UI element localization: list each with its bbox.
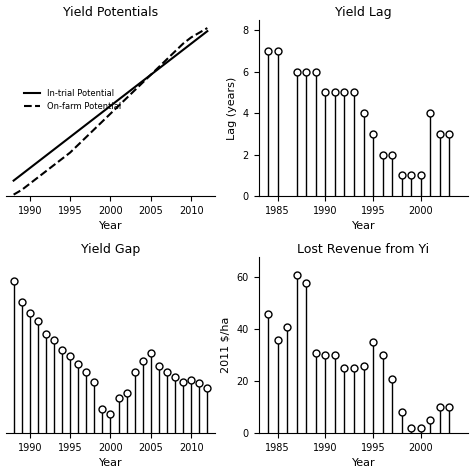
Title: Lost Revenue from Yi: Lost Revenue from Yi: [298, 243, 429, 255]
On-farm Potential: [108, 111, 113, 117]
In-trial Potential: [148, 72, 154, 78]
Legend: In-trial Potential, On-farm Potential: In-trial Potential, On-farm Potential: [20, 86, 125, 115]
In-trial Potential: [132, 84, 137, 90]
On-farm Potential: [188, 35, 194, 40]
In-trial Potential: [156, 66, 162, 72]
In-trial Potential: [124, 91, 129, 96]
In-trial Potential: [91, 116, 97, 121]
On-farm Potential: [140, 80, 146, 85]
On-farm Potential: [27, 181, 33, 187]
On-farm Potential: [172, 48, 178, 54]
In-trial Potential: [164, 59, 170, 65]
In-trial Potential: [100, 109, 105, 115]
On-farm Potential: [35, 174, 41, 180]
On-farm Potential: [116, 103, 121, 109]
X-axis label: Year: Year: [352, 458, 375, 468]
Line: On-farm Potential: On-farm Potential: [14, 28, 207, 195]
Y-axis label: 2011 $/ha: 2011 $/ha: [221, 317, 231, 373]
On-farm Potential: [132, 88, 137, 93]
In-trial Potential: [19, 172, 25, 177]
Title: Yield Gap: Yield Gap: [81, 243, 140, 255]
In-trial Potential: [108, 103, 113, 109]
In-trial Potential: [204, 28, 210, 34]
X-axis label: Year: Year: [352, 221, 375, 231]
On-farm Potential: [196, 30, 202, 36]
On-farm Potential: [19, 187, 25, 193]
In-trial Potential: [188, 41, 194, 46]
X-axis label: Year: Year: [99, 458, 122, 468]
On-farm Potential: [83, 134, 89, 140]
Y-axis label: Lag (years): Lag (years): [227, 76, 237, 139]
In-trial Potential: [83, 122, 89, 128]
In-trial Potential: [27, 165, 33, 171]
In-trial Potential: [180, 47, 186, 53]
On-farm Potential: [75, 142, 81, 147]
In-trial Potential: [172, 53, 178, 59]
On-farm Potential: [148, 72, 154, 78]
Title: Yield Lag: Yield Lag: [335, 6, 392, 18]
On-farm Potential: [204, 25, 210, 31]
In-trial Potential: [11, 178, 17, 183]
On-farm Potential: [91, 127, 97, 132]
In-trial Potential: [75, 128, 81, 134]
Title: Yield Potentials: Yield Potentials: [63, 6, 158, 18]
Line: In-trial Potential: In-trial Potential: [14, 31, 207, 181]
On-farm Potential: [164, 56, 170, 62]
On-farm Potential: [43, 168, 49, 174]
In-trial Potential: [140, 78, 146, 84]
X-axis label: Year: Year: [99, 221, 122, 231]
In-trial Potential: [196, 35, 202, 40]
In-trial Potential: [116, 97, 121, 102]
In-trial Potential: [35, 159, 41, 165]
On-farm Potential: [156, 64, 162, 70]
On-farm Potential: [59, 156, 65, 162]
On-farm Potential: [51, 162, 57, 168]
On-farm Potential: [67, 150, 73, 155]
In-trial Potential: [43, 153, 49, 158]
In-trial Potential: [51, 146, 57, 152]
In-trial Potential: [59, 140, 65, 146]
On-farm Potential: [100, 118, 105, 124]
In-trial Potential: [67, 134, 73, 140]
On-farm Potential: [180, 41, 186, 46]
On-farm Potential: [11, 192, 17, 198]
On-farm Potential: [124, 95, 129, 101]
